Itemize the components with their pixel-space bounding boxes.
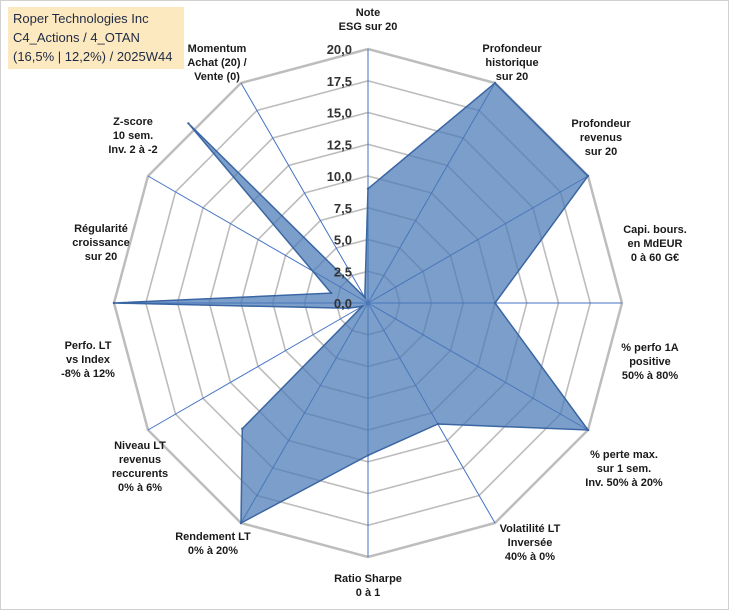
- axis-spoke: [240, 82, 369, 304]
- tick-label: 15,0: [327, 106, 352, 121]
- axis-label: Régularité croissance sur 20: [72, 223, 129, 263]
- portfolio-name: C4_Actions / 4_OTAN: [13, 30, 140, 45]
- data-point: [363, 296, 366, 299]
- data-point: [112, 301, 116, 305]
- tick-label: 17,5: [327, 74, 352, 89]
- axis-label: Z-score 10 sem. Inv. 2 à -2: [108, 116, 157, 156]
- axis-label: Niveau LT revenus reccurents 0% à 6%: [112, 440, 168, 494]
- tick-label: 2,5: [334, 264, 352, 279]
- data-point: [436, 422, 440, 426]
- data-point: [366, 187, 370, 190]
- axis-label: Profondeur revenus sur 20: [571, 118, 631, 158]
- data-point: [493, 81, 497, 85]
- data-point: [347, 307, 350, 310]
- data-point: [586, 428, 590, 432]
- data-point: [187, 122, 190, 125]
- perf-week: (16,5% | 12,2%) / 2025W44: [13, 49, 173, 64]
- data-point: [361, 305, 364, 308]
- data-point: [366, 454, 370, 457]
- axis-label: Capi. bours. en MdEUR 0 à 60 G€: [623, 224, 687, 264]
- axis-label: Volatilité LT Inversée 40% à 0%: [500, 523, 561, 563]
- data-point: [586, 174, 590, 178]
- tick-label: 20,0: [327, 42, 352, 57]
- company-name: Roper Technologies Inc: [13, 11, 149, 26]
- axis-label: Ratio Sharpe 0 à 1: [334, 573, 402, 599]
- data-point: [239, 521, 243, 525]
- tick-label: 5,0: [334, 233, 352, 248]
- axis-label: % perfo 1A positive 50% à 80%: [621, 342, 679, 382]
- data-point: [241, 427, 244, 430]
- axis-label: Profondeur historique sur 20: [482, 43, 542, 83]
- tick-label: 12,5: [327, 137, 352, 152]
- series-area: [113, 81, 590, 525]
- tick-label: 7,5: [334, 201, 352, 216]
- axis-label: Note ESG sur 20: [339, 7, 398, 33]
- tick-label: 0,0: [334, 296, 352, 311]
- chart-title-box: Roper Technologies Inc C4_Actions / 4_OT…: [8, 7, 184, 69]
- axis-spoke: [147, 302, 369, 431]
- tick-label: 10,0: [327, 169, 352, 184]
- axis-label: Rendement LT 0% à 20%: [175, 531, 251, 557]
- axis-label: Momentum Achat (20) / Vente (0): [187, 43, 246, 83]
- axis-label: Perfo. LT vs Index -8% à 12%: [61, 340, 115, 380]
- data-point: [493, 301, 497, 305]
- axis-label: % perte max. sur 1 sem. Inv. 50% à 20%: [585, 449, 663, 489]
- data-point: [330, 291, 333, 295]
